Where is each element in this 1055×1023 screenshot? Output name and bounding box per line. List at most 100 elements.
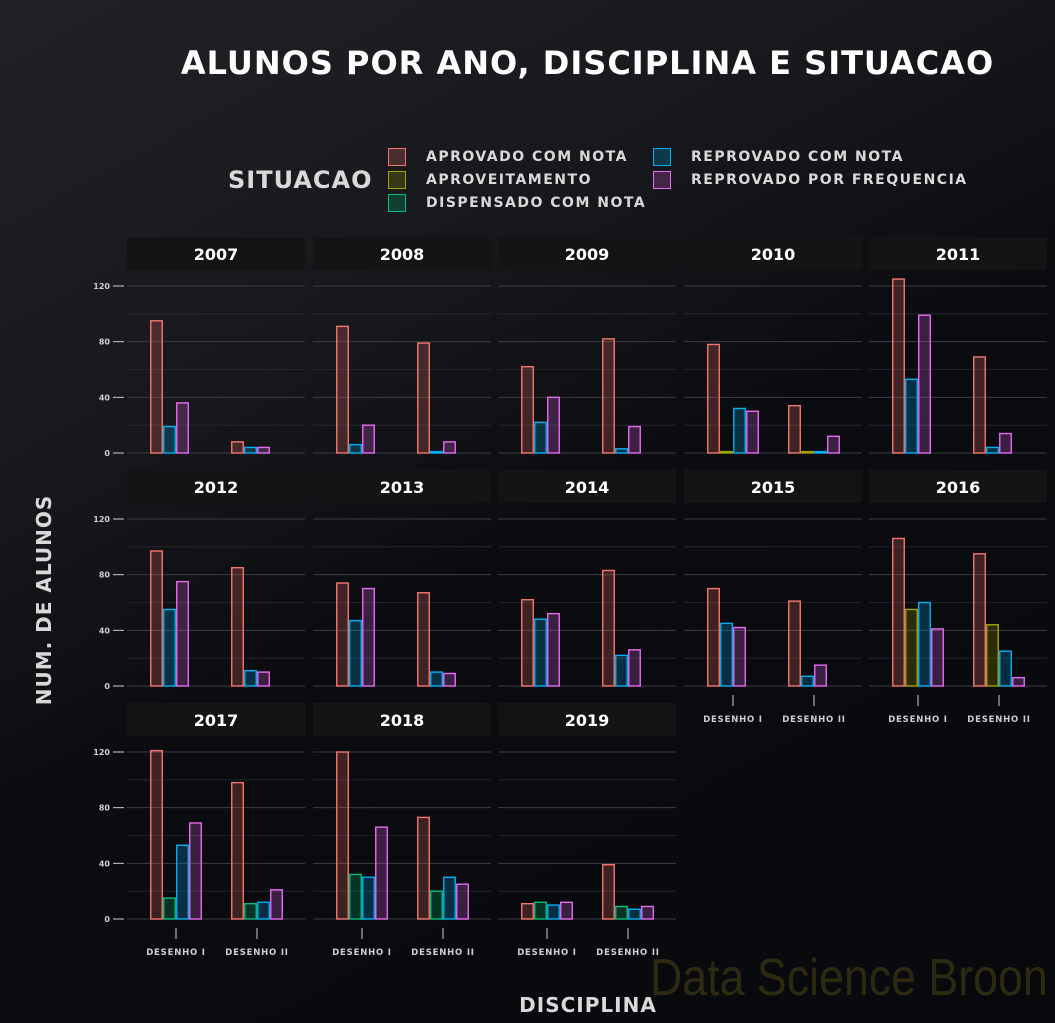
y-tick-label: 40 [99,626,111,635]
legend-swatch-reprovado-por-frequencia [653,171,671,189]
x-tick-label: DESENHO I [703,715,763,725]
x-tick-label: DESENHO I [517,948,577,958]
y-tick-label: 0 [104,682,110,691]
facet-strip-label-2014: 2014 [565,478,610,497]
bar-2010-desenho-i-reprovado-por-frequencia [746,410,759,454]
facet-strip-2018 [313,703,491,736]
bar-2007-desenho-ii-aprovado-com-nota [231,441,244,454]
facet-2007: 2007 0 40 80 120 [93,237,305,458]
bar-2012-desenho-i-aprovado-com-nota [150,550,163,687]
facet-strip-2015 [684,470,862,503]
bar-2017-desenho-i-reprovado-com-nota [176,844,189,920]
facet-strip-2010 [684,237,862,270]
bar-2019-desenho-ii-aprovado-com-nota [602,864,615,920]
facet-strip-label-2016: 2016 [936,478,981,497]
facet-2012: 2012 0 40 80 120 [93,470,305,691]
bar-2009-desenho-i-reprovado-com-nota [534,421,547,454]
bar-2015-desenho-i-reprovado-com-nota [720,622,733,687]
bar-2013-desenho-i-reprovado-com-nota [349,619,362,687]
y-tick-label: 80 [99,804,111,813]
x-tick-label: DESENHO II [967,715,1031,725]
bar-2017-desenho-ii-aprovado-com-nota [231,781,244,920]
bar-2018-desenho-i-reprovado-por-frequencia [375,826,388,920]
bar-2011-desenho-i-aprovado-com-nota [892,278,905,454]
bar-2012-desenho-ii-aprovado-com-nota [231,567,244,687]
bar-2014-desenho-i-aprovado-com-nota [521,599,534,687]
y-tick-label: 40 [99,859,111,868]
facet-2018: 2018 DESENHO I DESENHO II [313,703,491,958]
facet-strip-2019 [498,703,676,736]
facet-2016: 2016 DESENHO I DESENHO II [869,470,1047,725]
bar-2018-desenho-i-aprovado-com-nota [336,751,349,920]
facet-strip-label-2017: 2017 [194,711,239,730]
bar-2013-desenho-ii-reprovado-por-frequencia [443,672,456,687]
y-tick-label: 40 [99,393,111,402]
bar-2008-desenho-ii-reprovado-por-frequencia [443,441,456,454]
bar-2015-desenho-i-reprovado-por-frequencia [733,626,746,687]
bar-2017-desenho-i-aprovado-com-nota [150,749,163,920]
bar-2007-desenho-i-aprovado-com-nota [150,320,163,454]
bar-2009-desenho-ii-reprovado-por-frequencia [628,425,641,454]
facet-strip-label-2007: 2007 [194,245,239,264]
bar-2008-desenho-i-reprovado-por-frequencia [362,424,375,454]
y-tick-label: 120 [93,515,110,524]
legend-title: SITUACAO [228,166,373,194]
facet-strip-label-2015: 2015 [751,478,796,497]
bar-2011-desenho-i-reprovado-com-nota [905,378,918,454]
x-axis-label: DISCIPLINA [519,993,657,1017]
facet-strip-label-2019: 2019 [565,711,610,730]
bar-2019-desenho-i-reprovado-por-frequencia [560,901,573,920]
bar-2019-desenho-i-reprovado-com-nota [547,904,560,920]
bar-2017-desenho-i-dispensado-com-nota [163,897,176,920]
facet-strip-2012 [127,470,305,503]
facet-strip-2009 [498,237,676,270]
bar-2014-desenho-ii-reprovado-por-frequencia [628,649,641,687]
y-tick-label: 120 [93,282,110,291]
bar-2016-desenho-ii-reprovado-com-nota [999,650,1012,687]
bar-2018-desenho-ii-reprovado-por-frequencia [456,883,469,920]
bar-2019-desenho-ii-reprovado-com-nota [628,908,641,920]
bar-2014-desenho-ii-reprovado-com-nota [615,654,628,687]
bar-2012-desenho-i-reprovado-por-frequencia [176,580,189,687]
bar-2019-desenho-ii-reprovado-por-frequencia [641,905,654,920]
y-tick-label: 0 [104,449,110,458]
bar-2012-desenho-i-reprovado-com-nota [163,608,176,687]
bar-2013-desenho-ii-aprovado-com-nota [417,592,430,687]
bar-2017-desenho-ii-reprovado-com-nota [257,901,270,920]
bar-2011-desenho-ii-reprovado-com-nota [986,446,999,454]
legend-swatch-dispensado-com-nota [388,194,406,212]
bar-2011-desenho-ii-reprovado-por-frequencia [999,432,1012,454]
bar-2010-desenho-i-aprovado-com-nota [707,343,720,454]
bar-2015-desenho-ii-reprovado-por-frequencia [814,664,827,687]
legend-swatch-aproveitamento [388,171,406,189]
facet-2019: 2019 DESENHO I DESENHO II [498,703,676,958]
facet-2010: 2010 [684,237,862,454]
facet-strip-2007 [127,237,305,270]
x-tick-label: DESENHO II [782,715,846,725]
bar-2014-desenho-i-reprovado-por-frequencia [547,612,560,687]
facet-2015: 2015 DESENHO I DESENHO II [684,470,862,725]
y-tick-label: 120 [93,748,110,757]
x-tick-label: DESENHO II [596,948,660,958]
bar-2015-desenho-ii-aprovado-com-nota [788,600,801,687]
facet-strip-label-2008: 2008 [380,245,425,264]
bar-2009-desenho-ii-aprovado-com-nota [602,338,615,454]
facet-strip-label-2018: 2018 [380,711,425,730]
bar-2007-desenho-ii-reprovado-por-frequencia [257,446,270,454]
bar-2018-desenho-ii-aprovado-com-nota [417,816,430,920]
facet-strip-2008 [313,237,491,270]
watermark-text: Data Science Broon [650,949,1048,1007]
bar-2009-desenho-i-aprovado-com-nota [521,366,534,454]
bar-2007-desenho-i-reprovado-com-nota [163,425,176,454]
bar-2016-desenho-i-reprovado-por-frequencia [931,628,944,687]
bar-2014-desenho-ii-aprovado-com-nota [602,569,615,687]
bar-2013-desenho-i-reprovado-por-frequencia [362,587,375,687]
facet-strip-label-2011: 2011 [936,245,981,264]
facet-2008: 2008 [313,237,491,454]
bar-2011-desenho-i-reprovado-por-frequencia [918,314,931,454]
bar-2017-desenho-ii-dispensado-com-nota [244,902,257,920]
bar-2008-desenho-i-aprovado-com-nota [336,325,349,454]
bar-2019-desenho-i-aprovado-com-nota [521,902,534,920]
